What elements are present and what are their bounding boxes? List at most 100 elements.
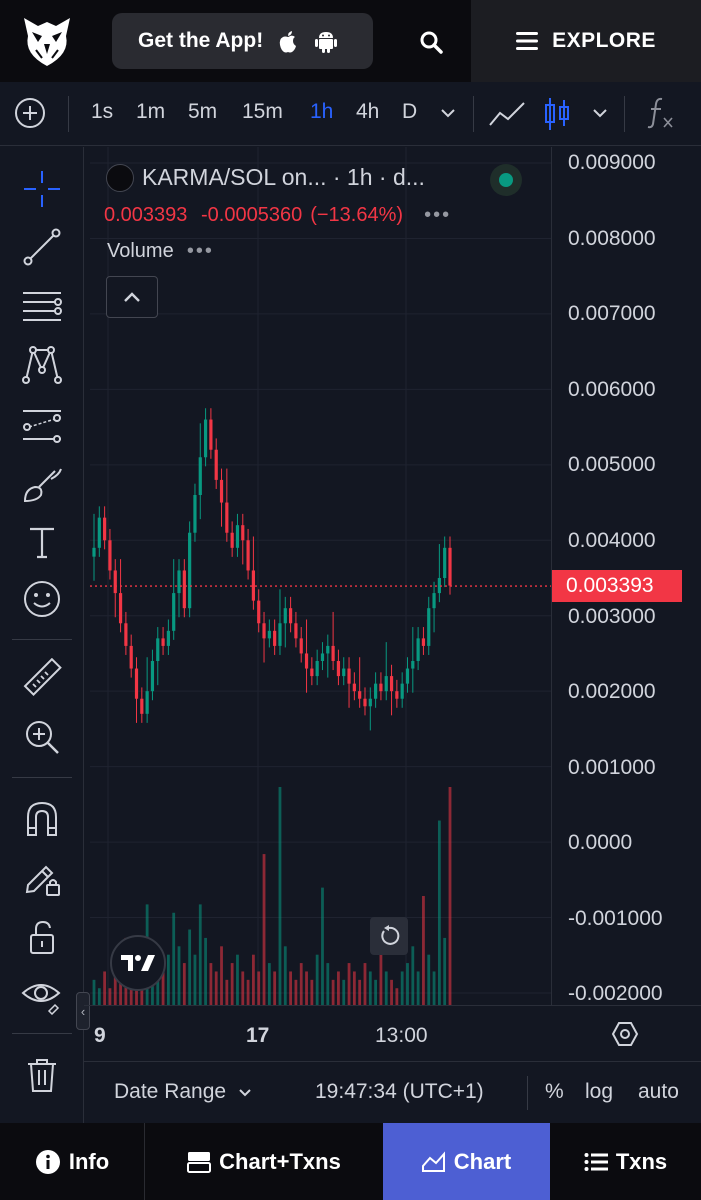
line-chart-icon	[489, 102, 525, 126]
price-axis-label: -0.002000	[568, 982, 663, 1005]
volume-options-icon[interactable]: •••	[179, 240, 214, 262]
candle-body	[251, 570, 256, 601]
interval-d[interactable]: D	[402, 100, 418, 123]
candle-body	[432, 593, 436, 609]
volume-bar	[241, 971, 245, 1005]
price-axis[interactable]: 0.009000 0.008000 0.007000 0.006000 0.00…	[551, 147, 701, 1005]
chevron-left-icon: ‹	[80, 1003, 86, 1019]
collapse-toolbar-button[interactable]: ‹	[76, 992, 90, 1030]
indicators-button[interactable]	[646, 96, 676, 135]
explore-button[interactable]: EXPLORE	[471, 0, 701, 82]
time-axis[interactable]: 9 17 13:00	[84, 1005, 701, 1061]
volume-bar	[437, 820, 441, 1005]
chevron-down-icon	[441, 109, 455, 118]
get-app-button[interactable]: Get the App!	[112, 13, 373, 69]
price-axis-label: 0.003000	[568, 605, 656, 628]
interval-1s[interactable]: 1s	[91, 100, 114, 123]
volume-bar	[97, 988, 101, 1005]
nav-chart[interactable]: Chart	[383, 1123, 550, 1200]
nav-info[interactable]: Info	[0, 1123, 144, 1200]
volume-bar	[416, 971, 420, 1005]
volume-bar	[140, 979, 144, 1005]
fib-retracement-tool[interactable]	[20, 285, 64, 329]
candle-body	[395, 691, 399, 699]
candle-body	[172, 593, 176, 631]
brush-tool[interactable]	[20, 463, 64, 507]
candle-body	[124, 623, 128, 646]
candle-body	[156, 638, 160, 661]
candle-body	[145, 691, 149, 714]
date-range-button[interactable]: Date Range	[114, 1080, 252, 1104]
apple-icon	[275, 28, 301, 54]
auto-scale-toggle[interactable]: auto	[638, 1080, 679, 1103]
log-toggle[interactable]: log	[585, 1080, 614, 1103]
interval-1h[interactable]: 1h	[310, 100, 334, 123]
volume-bar	[326, 963, 330, 1005]
volume-bar	[432, 971, 436, 1005]
volume-bar	[299, 963, 303, 1005]
measure-tool[interactable]	[20, 657, 64, 701]
eye-icon	[21, 984, 61, 1015]
owl-logo-icon[interactable]	[20, 14, 74, 68]
search-button[interactable]	[410, 22, 452, 62]
interval-15m[interactable]: 15m	[242, 100, 283, 123]
volume-bar	[395, 988, 399, 1005]
candle-body	[310, 668, 314, 677]
add-symbol-button[interactable]	[14, 97, 46, 129]
volume-bar	[368, 971, 372, 1005]
explore-label: EXPLORE	[552, 29, 656, 52]
candle-body	[416, 638, 420, 661]
volume-bar	[220, 946, 223, 1005]
date-range-label: Date Range	[114, 1080, 227, 1103]
lock-drawings-tool[interactable]	[20, 855, 64, 899]
candle-body	[182, 570, 186, 609]
market-status-icon[interactable]	[490, 164, 522, 196]
trend-line-icon	[23, 228, 61, 266]
interval-1m[interactable]: 1m	[136, 100, 166, 123]
tradingview-logo-icon[interactable]	[110, 935, 166, 991]
collapse-legend-button[interactable]	[106, 276, 158, 318]
volume-bar	[230, 963, 234, 1005]
candle-body	[219, 479, 224, 503]
volume-bar	[315, 954, 319, 1005]
volume-bar	[321, 887, 324, 1005]
interval-4h[interactable]: 4h	[356, 100, 380, 123]
volume-bar	[161, 971, 165, 1005]
candle-body	[315, 661, 319, 677]
lock-all-tool[interactable]	[20, 915, 64, 959]
reset-chart-button[interactable]	[370, 917, 408, 955]
drawing-toolbar	[0, 147, 84, 1123]
chart-settings-button[interactable]	[611, 1020, 639, 1048]
candle-body	[342, 668, 346, 677]
more-options-icon[interactable]: •••	[416, 204, 452, 226]
hide-drawings-tool[interactable]	[20, 973, 64, 1017]
percent-toggle[interactable]: %	[545, 1080, 564, 1103]
nav-chart-txns[interactable]: Chart+Txns	[145, 1123, 383, 1200]
price-axis-label: 0.009000	[568, 151, 656, 174]
candle-body	[437, 578, 441, 594]
delete-drawings-tool[interactable]	[20, 1053, 64, 1097]
timezone-clock[interactable]: 19:47:34 (UTC+1)	[315, 1080, 484, 1103]
interval-5m[interactable]: 5m	[188, 100, 218, 123]
crosshair-tool[interactable]	[20, 167, 64, 211]
interval-dropdown-button[interactable]	[440, 106, 456, 124]
candle-body	[225, 502, 229, 533]
emoji-tool[interactable]	[20, 577, 64, 621]
price-axis-label: 0.007000	[568, 302, 656, 325]
zoom-in-tool[interactable]	[20, 715, 64, 759]
volume-bar	[246, 979, 250, 1005]
pattern-tool[interactable]	[20, 343, 64, 387]
price-change-percent: (−13.64%)	[310, 204, 404, 226]
forecasting-tool[interactable]	[20, 403, 64, 447]
chart-type-dropdown-button[interactable]	[592, 106, 608, 124]
chart-pane[interactable]	[90, 147, 551, 1005]
magnet-tool[interactable]	[20, 797, 64, 841]
nav-txns[interactable]: Txns	[550, 1123, 701, 1200]
candles-chart-button[interactable]	[543, 96, 571, 137]
line-chart-button[interactable]	[488, 99, 526, 134]
volume-legend[interactable]: Volume •••	[107, 240, 214, 263]
volume-bar	[310, 979, 314, 1005]
trend-line-tool[interactable]	[20, 225, 64, 269]
text-tool[interactable]	[20, 521, 64, 565]
info-icon	[35, 1149, 60, 1174]
